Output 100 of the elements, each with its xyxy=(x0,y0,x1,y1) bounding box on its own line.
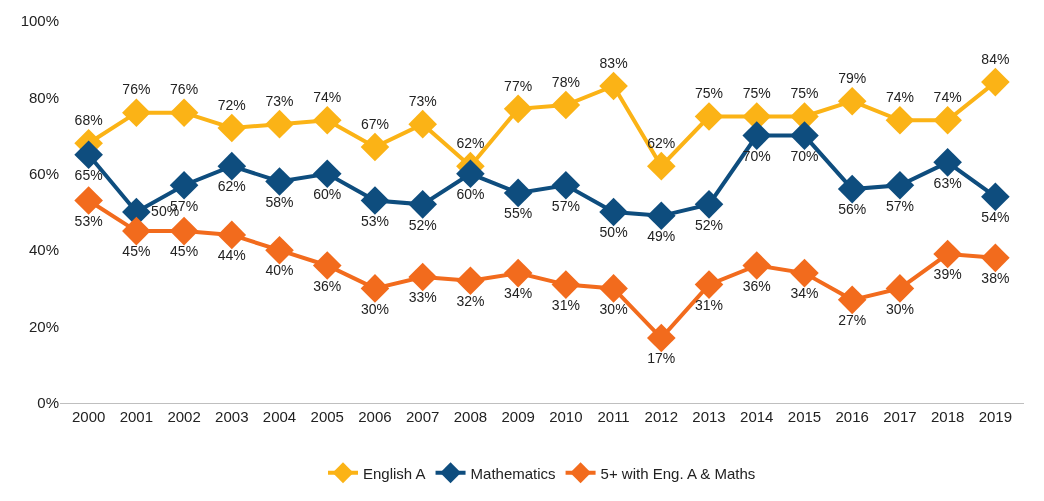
x-tick-label: 2006 xyxy=(358,408,392,425)
data-label: 58% xyxy=(265,193,294,210)
data-label: 60% xyxy=(456,186,485,203)
data-label: 52% xyxy=(408,216,437,233)
data-label: 44% xyxy=(217,247,246,264)
y-tick-label: 60% xyxy=(28,165,59,183)
data-label: 62% xyxy=(217,178,246,195)
data-label: 49% xyxy=(647,228,676,245)
x-tick-label: 2004 xyxy=(262,408,297,425)
data-label: 53% xyxy=(360,212,389,229)
point xyxy=(360,274,390,303)
y-tick-label: 20% xyxy=(28,317,59,335)
point xyxy=(694,102,724,131)
point xyxy=(122,216,151,246)
point xyxy=(837,86,867,116)
data-label: 74% xyxy=(885,89,914,106)
point xyxy=(647,151,676,181)
point xyxy=(408,262,437,292)
x-tick-label: 2013 xyxy=(692,408,726,425)
data-label: 30% xyxy=(360,300,389,317)
point xyxy=(790,258,819,288)
data-label: 74% xyxy=(313,89,342,106)
x-tick-label: 2017 xyxy=(883,408,917,425)
point xyxy=(694,270,724,299)
point xyxy=(933,148,962,177)
point xyxy=(169,216,199,246)
data-label: 33% xyxy=(408,289,437,306)
data-label: 75% xyxy=(790,85,819,102)
point xyxy=(599,274,628,303)
point xyxy=(312,251,342,280)
point xyxy=(599,197,628,227)
point xyxy=(933,106,962,135)
point xyxy=(551,270,581,299)
y-tick-label: 40% xyxy=(28,241,59,259)
data-label: 57% xyxy=(551,197,580,214)
legend-label: English A xyxy=(363,464,426,482)
data-label: 62% xyxy=(456,134,485,151)
point xyxy=(742,121,772,150)
legend-label: Mathematics xyxy=(470,464,556,482)
point xyxy=(837,285,867,315)
data-label: 54% xyxy=(981,208,1010,225)
data-label: 32% xyxy=(456,293,485,310)
data-label: 57% xyxy=(885,197,914,214)
point xyxy=(408,109,437,139)
point xyxy=(503,178,533,208)
point xyxy=(981,182,1010,212)
data-label: 30% xyxy=(885,300,914,317)
point xyxy=(408,190,437,219)
data-label: 27% xyxy=(838,312,867,329)
point xyxy=(265,235,294,265)
data-label: 63% xyxy=(933,174,962,191)
point xyxy=(551,90,581,120)
point xyxy=(360,186,390,215)
data-label: 83% xyxy=(599,54,628,71)
data-label: 72% xyxy=(217,96,246,113)
data-label: 78% xyxy=(551,73,580,90)
data-label: 40% xyxy=(265,262,294,279)
data-label: 79% xyxy=(838,69,867,86)
point xyxy=(647,323,676,353)
legend-label: 5+ with Eng. A & Maths xyxy=(600,464,756,482)
data-label: 73% xyxy=(265,92,294,109)
x-tick-label: 2000 xyxy=(71,408,106,425)
point xyxy=(599,71,628,101)
point xyxy=(981,243,1010,273)
point xyxy=(169,170,199,200)
data-label: 55% xyxy=(504,205,533,222)
data-label: 50% xyxy=(599,224,628,241)
point xyxy=(933,239,962,269)
y-tick-label: 0% xyxy=(37,394,59,412)
point xyxy=(74,186,103,215)
point xyxy=(265,167,294,196)
data-label: 76% xyxy=(122,81,151,98)
x-tick-label: 2003 xyxy=(215,408,249,425)
x-tick-label: 2010 xyxy=(549,408,583,425)
y-tick-label: 80% xyxy=(28,88,59,106)
data-label: 76% xyxy=(170,81,199,98)
point xyxy=(742,251,772,280)
x-tick-label: 2008 xyxy=(453,408,488,425)
data-label: 73% xyxy=(408,92,437,109)
data-label: 45% xyxy=(122,243,151,260)
data-label: 65% xyxy=(74,166,103,183)
data-label: 56% xyxy=(838,201,867,218)
point xyxy=(360,132,390,162)
point xyxy=(885,170,915,200)
point xyxy=(885,106,915,135)
y-tick-label: 100% xyxy=(20,12,59,30)
data-label: 45% xyxy=(170,243,199,260)
data-label: 84% xyxy=(981,50,1010,67)
x-tick-label: 2007 xyxy=(406,408,440,425)
data-label: 36% xyxy=(742,277,771,294)
x-tick-label: 2002 xyxy=(167,408,201,425)
point xyxy=(790,121,819,150)
x-tick-label: 2005 xyxy=(310,408,344,425)
data-label: 34% xyxy=(790,285,819,302)
point xyxy=(981,67,1010,97)
point xyxy=(217,220,247,250)
x-tick-label: 2019 xyxy=(978,408,1013,425)
x-tick-label: 2012 xyxy=(644,408,678,425)
point xyxy=(837,174,867,204)
point xyxy=(169,98,199,127)
